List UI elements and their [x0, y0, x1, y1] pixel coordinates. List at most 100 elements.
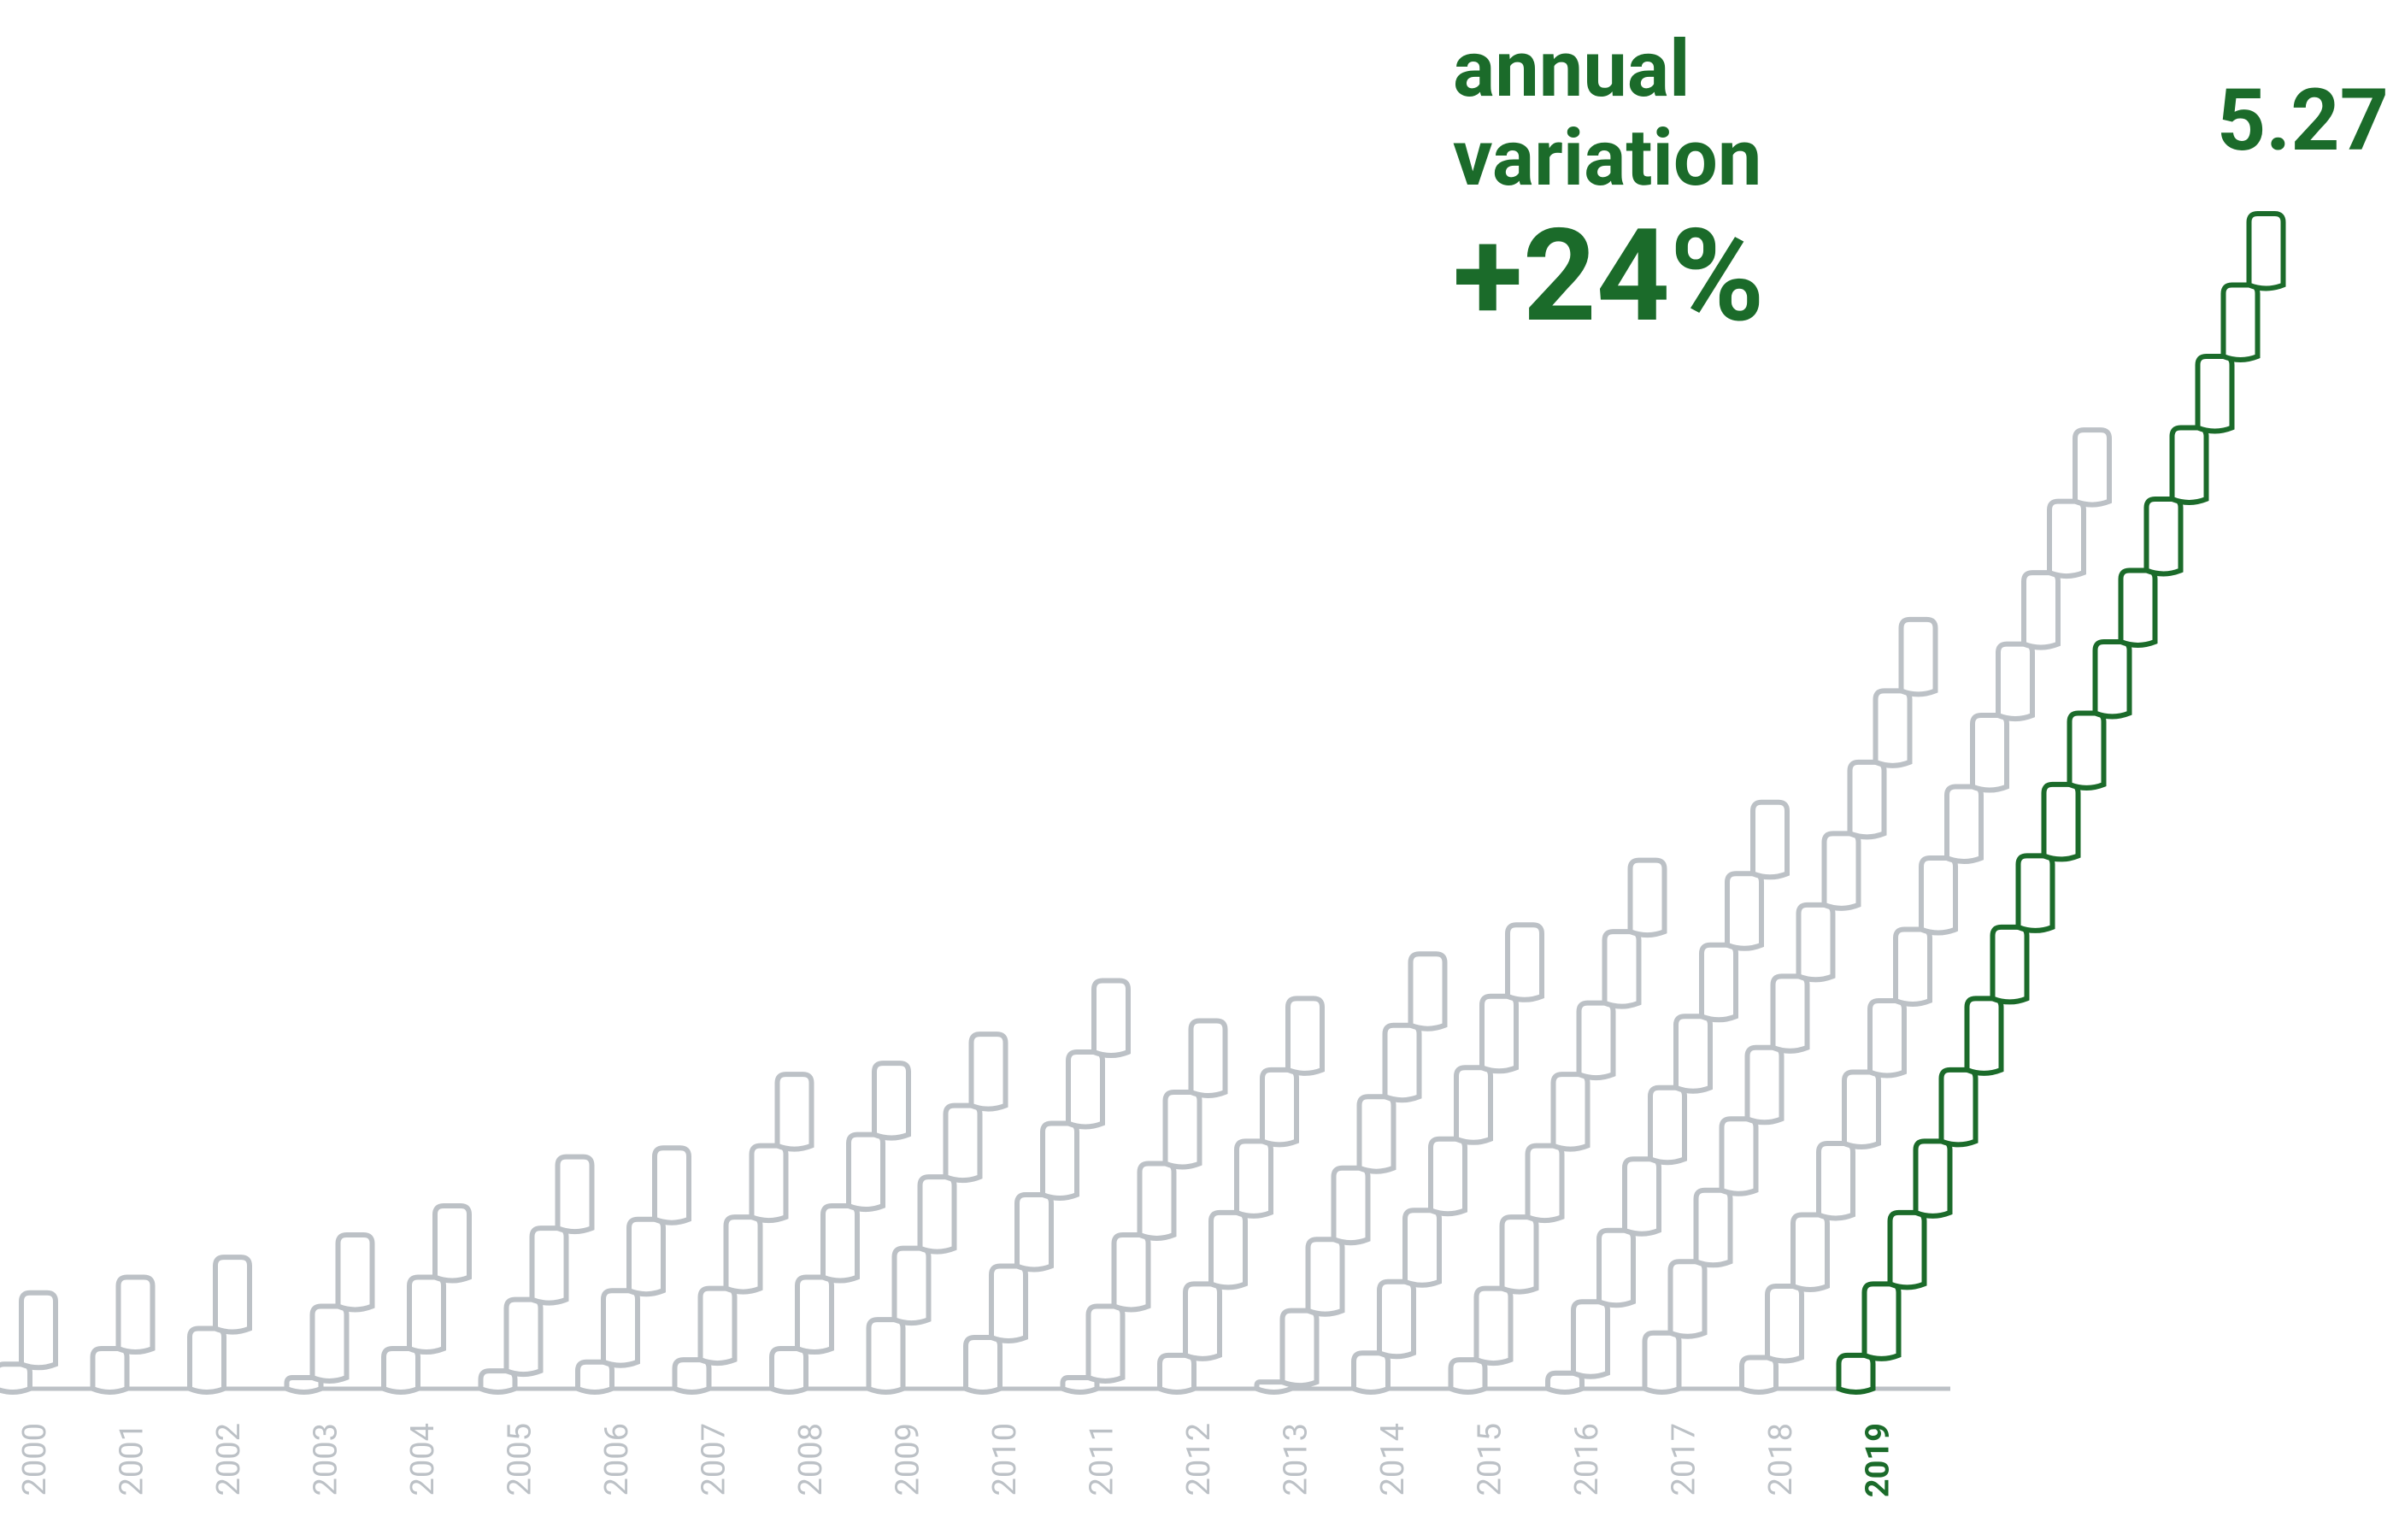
can	[1913, 1138, 1953, 1219]
can	[1208, 1209, 1248, 1290]
can	[626, 1216, 666, 1297]
x-tick-label: 2017	[1666, 1423, 1703, 1496]
can	[1938, 1067, 1979, 1148]
can	[1821, 831, 1861, 911]
can	[820, 1203, 860, 1284]
can	[1847, 759, 1887, 840]
can	[652, 1145, 691, 1226]
x-tick-label: 2014	[1374, 1423, 1412, 1496]
can	[1693, 1187, 1733, 1268]
can	[1964, 996, 2004, 1076]
can	[187, 1325, 226, 1395]
can-stack	[963, 978, 1131, 1395]
can-stack	[1545, 799, 1790, 1395]
can	[1499, 1214, 1539, 1295]
can	[1356, 1094, 1396, 1174]
x-tick-label: 2012	[1180, 1423, 1218, 1496]
can	[1550, 1072, 1591, 1152]
value-label: 5.27	[2217, 71, 2389, 171]
x-tick-label: 2000	[16, 1423, 54, 1496]
can	[1571, 1299, 1610, 1379]
can	[1861, 1281, 1902, 1361]
can	[1234, 1138, 1273, 1219]
can	[917, 1174, 957, 1255]
can-stack	[478, 1154, 595, 1395]
can	[1750, 799, 1790, 880]
can	[1066, 1049, 1105, 1130]
can-stack	[1060, 1018, 1228, 1395]
can-stack	[1836, 211, 2286, 1395]
x-tick-label: 2006	[598, 1423, 636, 1496]
can	[407, 1274, 446, 1355]
can	[2092, 638, 2132, 720]
can	[1085, 1303, 1126, 1384]
can	[601, 1288, 640, 1368]
can-stack	[1254, 951, 1448, 1395]
can	[963, 1334, 1003, 1395]
can	[2118, 567, 2158, 648]
can	[1667, 1259, 1708, 1339]
can	[1790, 1212, 1830, 1292]
can	[943, 1102, 983, 1184]
can	[115, 1274, 156, 1355]
can	[1040, 1120, 1079, 1202]
can	[1873, 688, 1913, 768]
can	[1765, 1283, 1804, 1364]
annotation-value: +24%	[1453, 201, 1765, 351]
can	[723, 1214, 763, 1295]
can-stack	[1351, 922, 1544, 1395]
can	[1448, 1357, 1488, 1395]
can	[672, 1357, 712, 1395]
can	[1970, 713, 2009, 793]
can	[1377, 1278, 1416, 1360]
can	[774, 1072, 814, 1152]
can	[575, 1359, 614, 1395]
can	[2047, 498, 2086, 579]
can	[1351, 1350, 1391, 1395]
x-tick-label: 2009	[890, 1423, 927, 1496]
can	[1111, 1231, 1151, 1313]
can	[2220, 282, 2261, 362]
can	[1602, 929, 1642, 1009]
can	[0, 1361, 32, 1395]
can	[1648, 1084, 1687, 1166]
can	[1836, 1352, 1876, 1395]
can	[1622, 1156, 1661, 1237]
can	[1642, 1330, 1682, 1395]
can-stack	[381, 1203, 472, 1395]
can	[1898, 616, 1938, 697]
can	[503, 1296, 544, 1378]
can-stack	[672, 1072, 814, 1395]
can	[2143, 496, 2184, 577]
can	[968, 1032, 1008, 1112]
can-stack	[866, 1032, 1008, 1395]
can	[1014, 1192, 1054, 1273]
can	[2073, 427, 2112, 508]
x-tick-label: 2018	[1762, 1423, 1800, 1496]
can-stack	[0, 1290, 58, 1395]
can	[1725, 871, 1764, 951]
can	[1305, 1237, 1345, 1317]
can-stack	[1642, 616, 1938, 1395]
annotation-label: annual variation	[1453, 24, 1762, 204]
can	[1944, 784, 1984, 865]
can-stack	[90, 1274, 156, 1395]
x-tick-label: 2001	[114, 1423, 151, 1496]
can	[19, 1290, 58, 1371]
can	[1596, 1227, 1636, 1308]
can-stack	[187, 1255, 252, 1395]
x-tick-label: 2008	[792, 1423, 830, 1496]
can	[1867, 998, 1907, 1079]
can	[1627, 857, 1667, 938]
can-stack	[769, 1061, 911, 1395]
can-stack	[284, 1231, 375, 1395]
can	[697, 1285, 738, 1367]
can	[1285, 996, 1325, 1076]
x-tick-label: 2003	[308, 1423, 345, 1496]
x-tick-label: 2007	[696, 1423, 733, 1496]
can	[1739, 1355, 1779, 1395]
can	[1576, 1000, 1616, 1081]
can	[1454, 1065, 1493, 1145]
can	[891, 1245, 932, 1326]
